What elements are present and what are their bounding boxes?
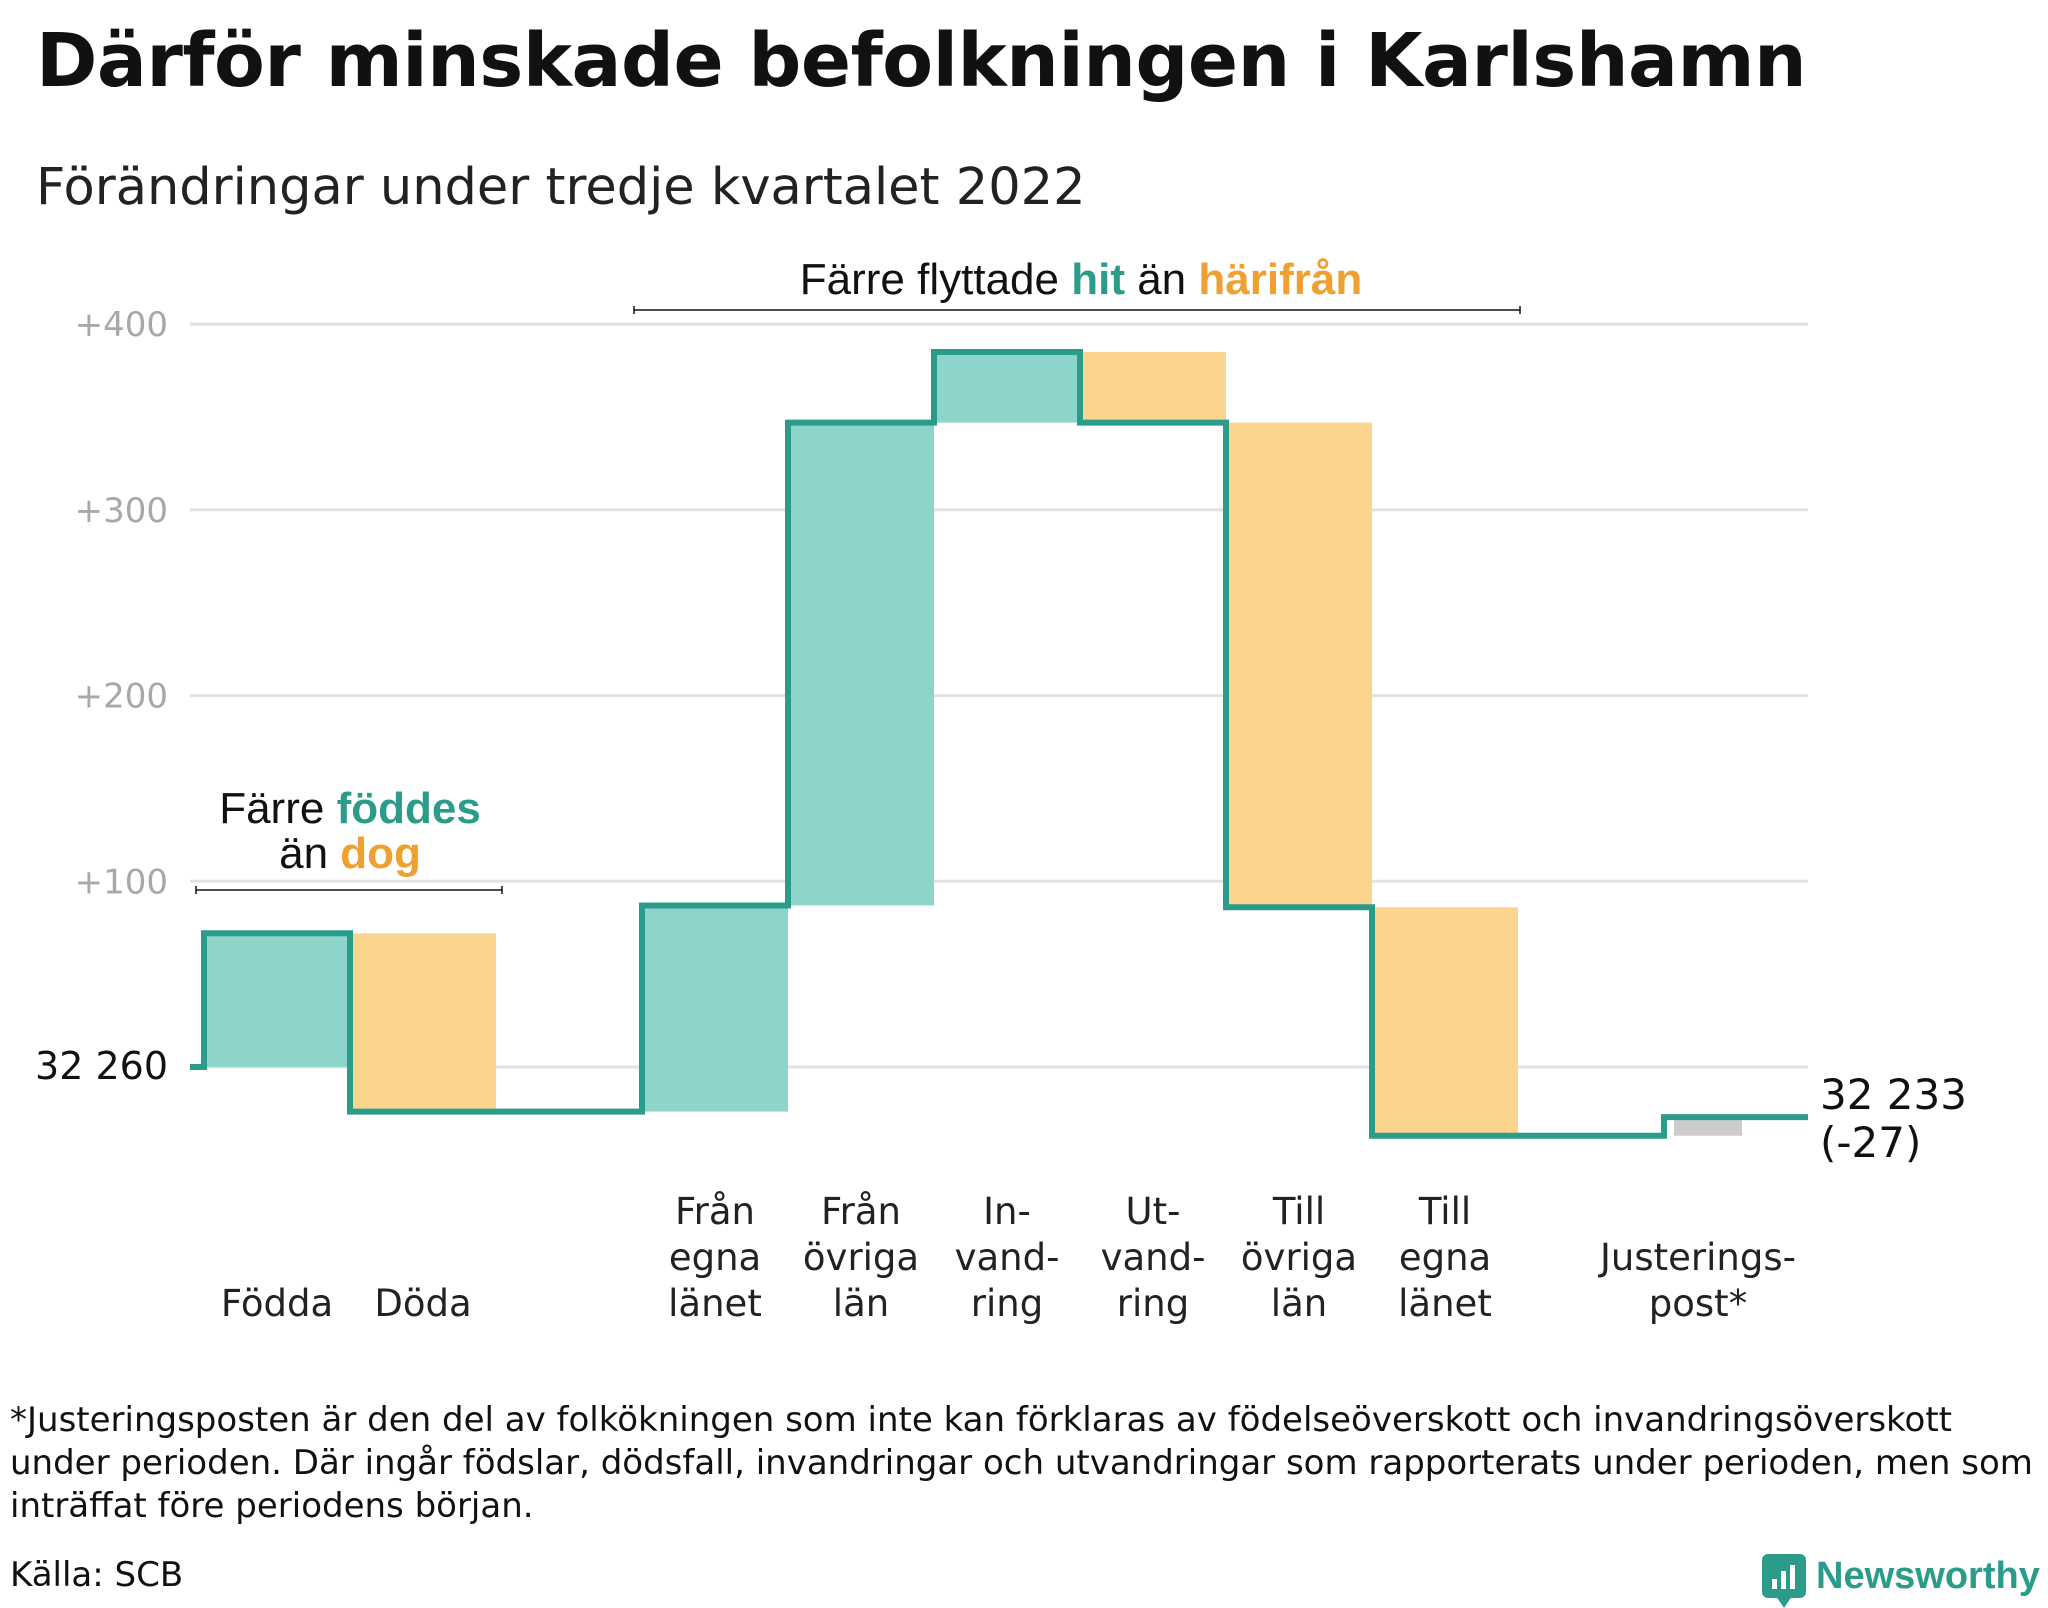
y-tick-label: +100 bbox=[75, 862, 168, 902]
category-label: län bbox=[833, 1282, 889, 1325]
category-label: länet bbox=[668, 1282, 762, 1325]
bar bbox=[642, 905, 788, 1112]
end-value-label: 32 233 bbox=[1820, 1070, 1967, 1119]
category-label: övriga bbox=[1241, 1236, 1357, 1279]
category-label: Till bbox=[1418, 1190, 1471, 1233]
waterfall-chart: +100 +200 +300 +400 32 260 32 233(-27) Födda Dö… bbox=[35, 255, 1967, 1325]
footnote: *Justeringsposten är den del av folkökni… bbox=[10, 1400, 2033, 1526]
annotation-moves: Färre flyttade hit än härifrån bbox=[800, 255, 1362, 304]
category-label: Ut- bbox=[1126, 1190, 1181, 1233]
category-label: Från bbox=[675, 1190, 755, 1233]
category-label: Födda bbox=[221, 1282, 333, 1325]
page-title: Därför minskade befolkningen i Karlshamn bbox=[36, 18, 1807, 104]
category-label: egna bbox=[669, 1236, 761, 1279]
category-label: Justerings- bbox=[1598, 1236, 1796, 1279]
category-label: Från bbox=[821, 1190, 901, 1233]
bar bbox=[1372, 907, 1518, 1136]
newsworthy-logo: Newsworthy bbox=[1762, 1548, 2040, 1608]
category-label: län bbox=[1271, 1282, 1327, 1325]
end-change-label: (-27) bbox=[1820, 1118, 1921, 1167]
category-label: egna bbox=[1399, 1236, 1491, 1279]
brand-name: Newsworthy bbox=[1816, 1554, 2040, 1597]
category-label: länet bbox=[1398, 1282, 1492, 1325]
annotation-births-bracket bbox=[195, 886, 503, 894]
category-label: ring bbox=[971, 1282, 1043, 1325]
bar bbox=[1080, 352, 1226, 423]
page-subtitle: Förändringar under tredje kvartalet 2022 bbox=[36, 158, 1086, 217]
bar bbox=[934, 352, 1080, 423]
bar bbox=[788, 422, 934, 906]
source-label: Källa: SCB bbox=[10, 1555, 184, 1595]
y-tick-label: +300 bbox=[75, 491, 168, 531]
category-label: övriga bbox=[803, 1236, 919, 1279]
y-tick-label: +400 bbox=[75, 305, 168, 345]
y-tick-label: +200 bbox=[75, 677, 168, 717]
category-label: vand- bbox=[1101, 1236, 1206, 1279]
category-label: ring bbox=[1117, 1282, 1189, 1325]
bar bbox=[1674, 1117, 1742, 1136]
bar bbox=[350, 933, 496, 1112]
annotation-moves-bracket bbox=[633, 306, 1521, 314]
category-label: Döda bbox=[374, 1282, 471, 1325]
category-label: Till bbox=[1272, 1190, 1325, 1233]
newsworthy-icon bbox=[1762, 1554, 1806, 1608]
annotation-births-line2: än dog bbox=[279, 829, 421, 878]
annotation-births-line1: Färre föddes bbox=[219, 784, 481, 833]
category-label: In- bbox=[983, 1190, 1031, 1233]
category-label: post* bbox=[1649, 1282, 1747, 1325]
step-line bbox=[190, 349, 1808, 1139]
category-label: vand- bbox=[955, 1236, 1060, 1279]
start-value-label: 32 260 bbox=[35, 1044, 168, 1088]
bar bbox=[204, 933, 350, 1067]
bar bbox=[1226, 422, 1372, 908]
